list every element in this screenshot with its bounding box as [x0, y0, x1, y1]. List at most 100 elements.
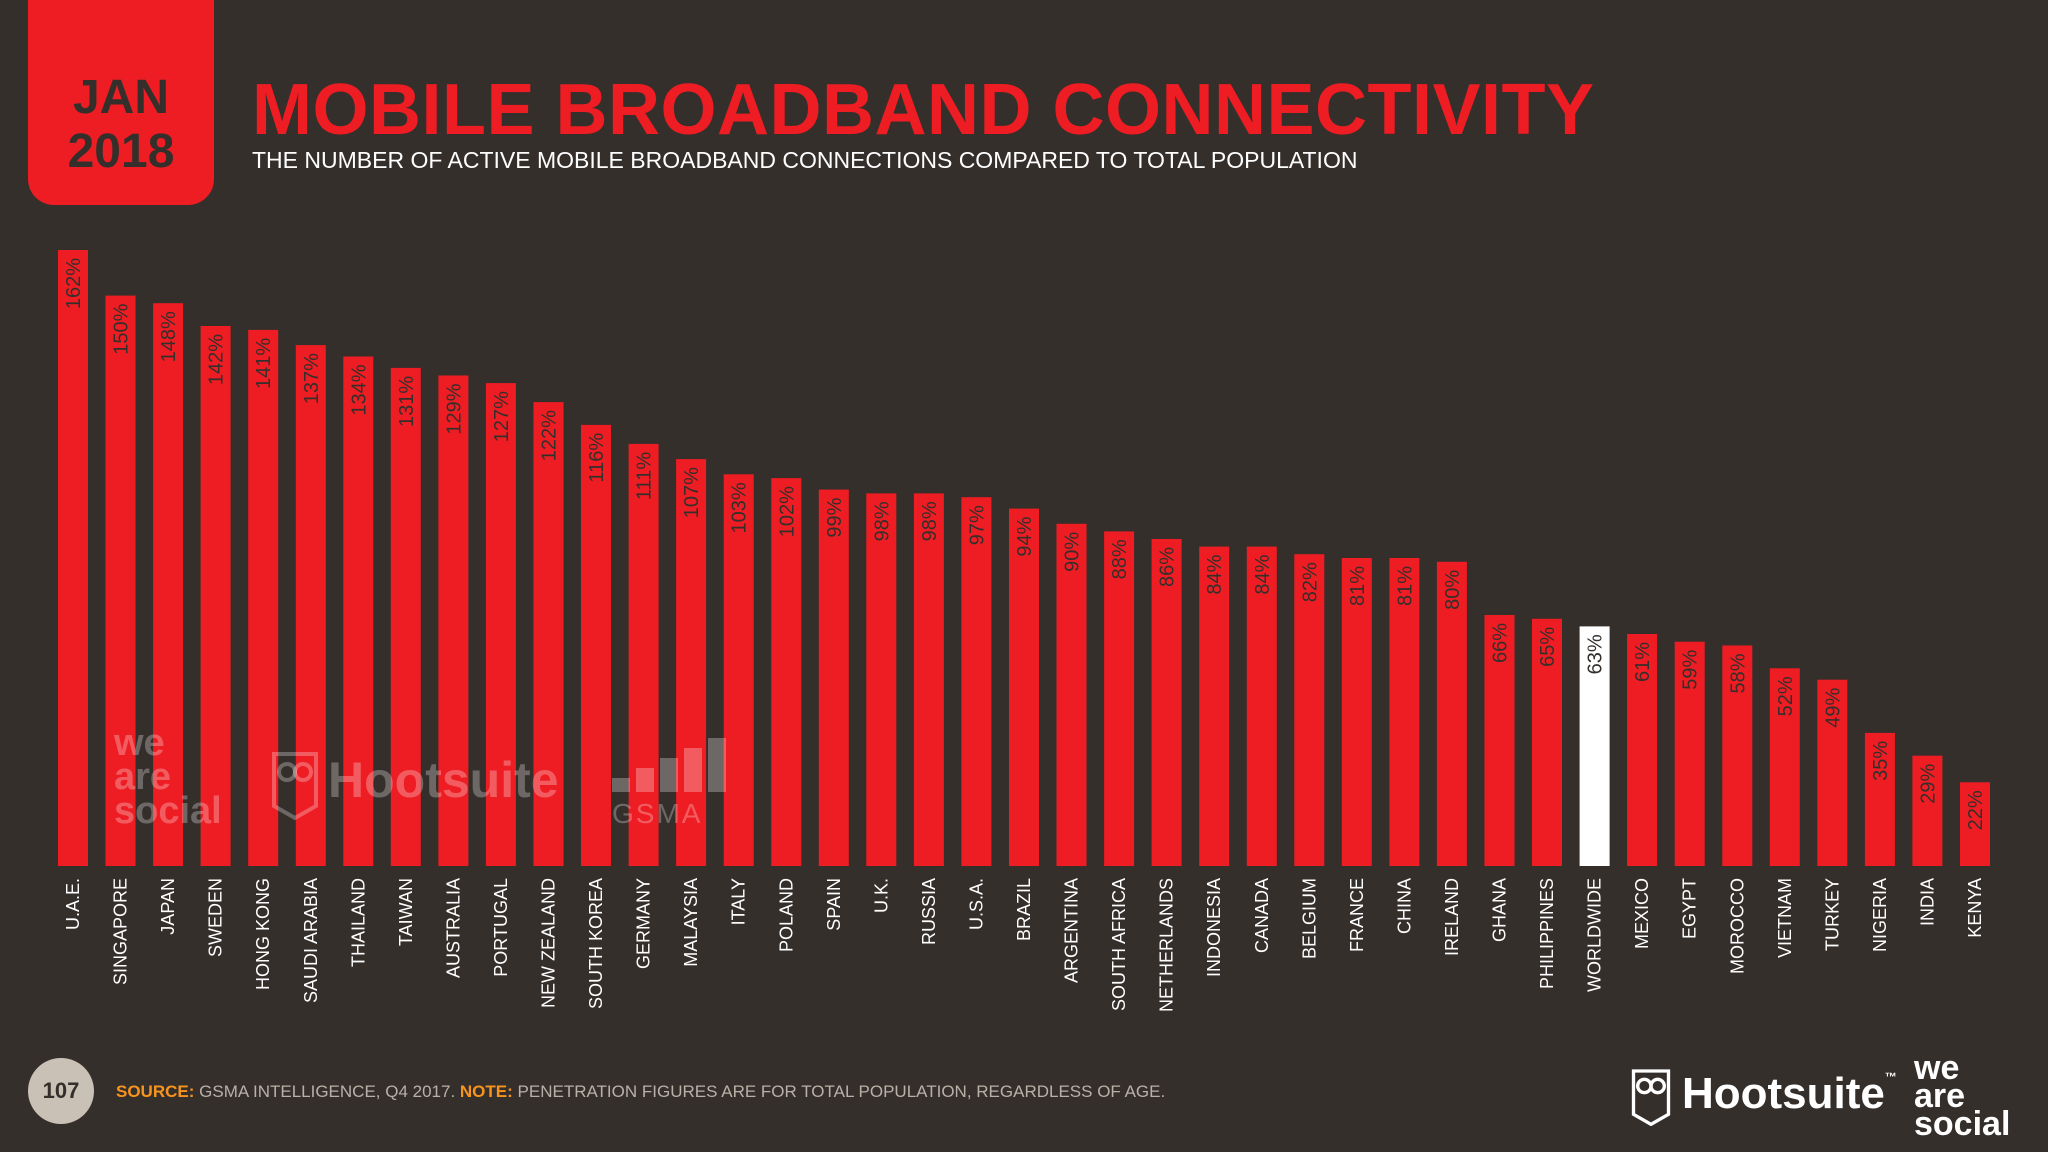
- bar-vietnam: [1769, 668, 1800, 866]
- logo-we: we: [1914, 1049, 1960, 1087]
- bar-value-label: 129%: [443, 383, 465, 434]
- hootsuite-logo: Hootsuite™: [1630, 1062, 1897, 1127]
- bar-value-label: 127%: [491, 391, 513, 442]
- bar-value-label: 102%: [776, 486, 798, 537]
- bar-australia: [438, 375, 469, 866]
- category-label: BRAZIL: [1014, 878, 1034, 941]
- we-are-social-watermark: we are social: [114, 722, 254, 832]
- page-subtitle: THE NUMBER OF ACTIVE MOBILE BROADBAND CO…: [252, 147, 1358, 173]
- bar-saudi-arabia: [295, 345, 326, 867]
- bar-poland: [771, 478, 802, 866]
- watermark-we: we: [114, 722, 165, 764]
- bar-value-label: 98%: [919, 501, 941, 541]
- bar-value-label: 122%: [539, 410, 561, 461]
- bar-chart: 162% U.A.E. 150% SINGAPORE 148% JAPAN 142% SWED…: [58, 250, 1990, 1012]
- bar-value-label: 162%: [63, 258, 85, 309]
- bar-china: [1389, 558, 1420, 866]
- category-label: KENYA: [1965, 878, 1985, 938]
- bar-value-label: 80%: [1442, 570, 1464, 610]
- bar-thailand: [343, 356, 374, 866]
- bar-turkey: [1817, 679, 1848, 866]
- bar-value-label: 58%: [1727, 653, 1749, 693]
- logo-are: are: [1914, 1077, 1966, 1115]
- note-text: PENETRATION FIGURES ARE FOR TOTAL POPULA…: [512, 1082, 1166, 1101]
- gsma-bars-icon: [612, 738, 726, 792]
- bar-sweden: [200, 326, 231, 866]
- category-label: TURKEY: [1822, 878, 1842, 951]
- date-badge: JAN 2018: [28, 0, 214, 205]
- bar-russia: [913, 493, 944, 866]
- badge-month: JAN: [72, 71, 170, 124]
- bar-value-label: 66%: [1490, 623, 1512, 663]
- page-title: MOBILE BROADBAND CONNECTIVITY: [252, 70, 1595, 150]
- category-label: PORTUGAL: [491, 878, 511, 977]
- hootsuite-logo-label: Hootsuite: [1682, 1069, 1885, 1118]
- category-label: SAUDI ARABIA: [301, 878, 321, 1003]
- category-label: TAIWAN: [396, 878, 416, 946]
- category-label: JAPAN: [158, 878, 178, 935]
- bar-argentina: [1056, 523, 1087, 866]
- bar-nigeria: [1864, 732, 1895, 866]
- category-label: HONG KONG: [253, 878, 273, 990]
- bar-south-africa: [1104, 531, 1135, 866]
- hootsuite-watermark: Hootsuite: [270, 740, 600, 820]
- badge-year: 2018: [67, 125, 175, 178]
- category-label: NIGERIA: [1870, 878, 1890, 952]
- note-key: NOTE:: [459, 1082, 513, 1101]
- bar-value-label: 148%: [158, 311, 180, 362]
- logo-social: social: [1914, 1105, 2011, 1143]
- category-label: VIETNAM: [1775, 878, 1795, 958]
- bar-ireland: [1436, 561, 1467, 866]
- bar-indonesia: [1199, 546, 1230, 866]
- category-label: SPAIN: [824, 878, 844, 931]
- category-label: SWEDEN: [206, 878, 226, 957]
- category-label: U.K.: [871, 878, 891, 913]
- bar-morocco: [1722, 645, 1753, 866]
- bar-spain: [818, 489, 849, 866]
- source-key: SOURCE:: [116, 1082, 195, 1101]
- bar-value-label: 52%: [1775, 676, 1797, 716]
- bar-value-label: 90%: [1062, 532, 1084, 572]
- category-label: IRELAND: [1442, 878, 1462, 956]
- category-label: POLAND: [776, 878, 796, 952]
- bar-value-label: 142%: [206, 334, 228, 385]
- bar-taiwan: [390, 367, 421, 866]
- bar-value-label: 150%: [111, 303, 133, 354]
- bar-worldwide: [1579, 626, 1610, 866]
- bar-portugal: [485, 383, 516, 866]
- owl-icon: [1631, 1069, 1671, 1127]
- bar-france: [1341, 558, 1372, 866]
- watermark-social: social: [114, 790, 222, 832]
- gsma-watermark: GSMA: [610, 738, 740, 829]
- bar-u-s-a: [961, 497, 992, 866]
- bar-value-label: 98%: [871, 501, 893, 541]
- category-label: AUSTRALIA: [443, 878, 463, 978]
- bar-value-label: 84%: [1204, 554, 1226, 594]
- bar-brazil: [1009, 508, 1039, 866]
- category-label: FRANCE: [1347, 878, 1367, 952]
- bar-value-label: 22%: [1965, 790, 1987, 830]
- bar-germany: [628, 443, 659, 866]
- category-label: NEW ZEALAND: [539, 878, 559, 1008]
- bar-value-label: 82%: [1299, 562, 1321, 602]
- bar-value-label: 86%: [1157, 547, 1179, 587]
- bar-new-zealand: [533, 402, 564, 866]
- category-label: GHANA: [1490, 878, 1510, 942]
- gsma-watermark-label: GSMA: [612, 798, 703, 829]
- bar-value-label: 63%: [1585, 634, 1607, 674]
- bar-philippines: [1532, 618, 1562, 866]
- bar-kenya: [1960, 782, 1990, 866]
- category-label: EGYPT: [1680, 878, 1700, 939]
- category-label: WORLDWIDE: [1585, 878, 1605, 992]
- trademark-mark: ™: [1884, 1070, 1897, 1084]
- bar-malaysia: [676, 459, 707, 866]
- category-label: ITALY: [729, 878, 749, 925]
- category-label: CHINA: [1394, 878, 1414, 934]
- bar-value-label: 111%: [634, 452, 656, 500]
- owl-icon: [272, 751, 318, 820]
- bar-canada: [1246, 546, 1277, 866]
- bar-value-label: 99%: [824, 497, 846, 537]
- category-label: NETHERLANDS: [1157, 878, 1177, 1012]
- bar-value-label: 107%: [681, 467, 703, 518]
- bar-value-label: 103%: [729, 482, 751, 533]
